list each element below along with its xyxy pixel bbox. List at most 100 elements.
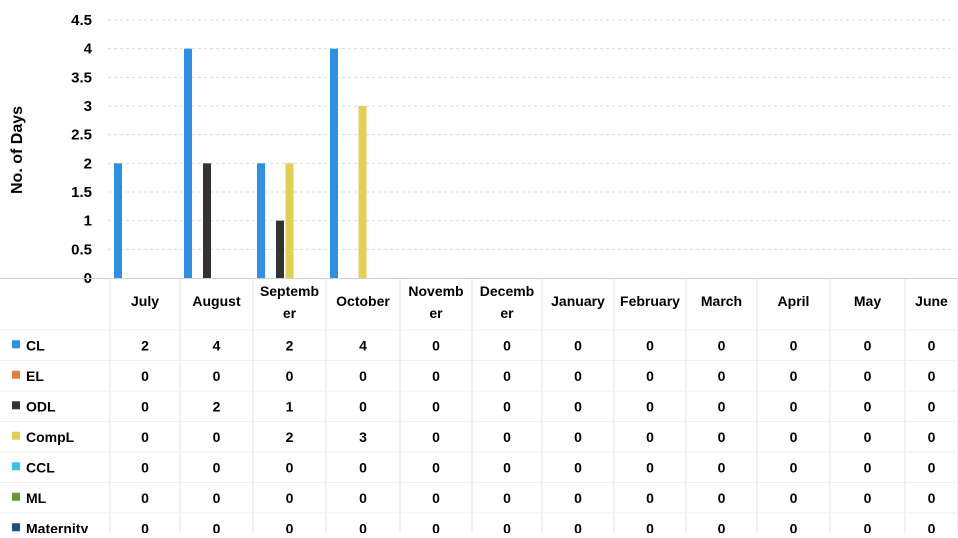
table-cell-value: 0 <box>432 337 440 353</box>
table-cell-value: 2 <box>141 337 149 353</box>
table-cell-value: 0 <box>864 429 872 445</box>
table-cell-value: 3 <box>359 429 367 445</box>
y-axis-title: No. of Days <box>9 106 26 194</box>
legend-swatch-odl <box>12 401 20 410</box>
table-cell-value: 0 <box>574 337 582 353</box>
table-cell-value: 0 <box>790 490 798 506</box>
category-label: Decemb er <box>480 283 534 321</box>
table-cell-value: 0 <box>646 368 654 384</box>
legend-swatch-el <box>12 370 20 379</box>
table-cell-value: 0 <box>503 429 511 445</box>
category-label: October <box>336 293 390 309</box>
legend-label-el: EL <box>26 368 44 384</box>
table-cell-value: 0 <box>718 459 726 475</box>
table-cell-value: 0 <box>503 520 511 533</box>
table-cell-value: 0 <box>574 490 582 506</box>
table-cell-value: 0 <box>359 368 367 384</box>
gridlines <box>108 19 955 250</box>
legend-label-ml: ML <box>26 490 47 506</box>
category-label: February <box>620 293 680 309</box>
table-cell-value: 0 <box>432 429 440 445</box>
table-cell-value: 0 <box>790 398 798 414</box>
table-cell-value: 0 <box>141 520 149 533</box>
bar-cl-august <box>184 48 192 278</box>
bars <box>114 48 367 278</box>
table-cell-value: 0 <box>718 429 726 445</box>
table-cell-value: 0 <box>718 520 726 533</box>
table-cell-value: 0 <box>359 520 367 533</box>
table-cell-value: 0 <box>864 459 872 475</box>
table-cell-value: 0 <box>646 429 654 445</box>
category-label: May <box>854 293 881 309</box>
table-cell-value: 0 <box>503 337 511 353</box>
table-cell-value: 0 <box>574 459 582 475</box>
table-cell-value: 0 <box>359 459 367 475</box>
table-cell-value: 0 <box>864 398 872 414</box>
category-label: Novemb er <box>408 283 463 321</box>
table-cell-value: 0 <box>432 459 440 475</box>
table-cell-value: 0 <box>718 398 726 414</box>
legend-label-cl: CL <box>26 337 45 353</box>
y-tick-label: 2.5 <box>71 127 92 144</box>
table-cell-value: 0 <box>286 520 294 533</box>
table-cell-value: 0 <box>790 429 798 445</box>
table-cell-value: 0 <box>790 459 798 475</box>
y-tick-label: 4 <box>84 41 93 58</box>
legend-swatch-ml <box>12 492 20 501</box>
bar-cl-october <box>330 48 338 278</box>
table-cell-value: 0 <box>790 520 798 533</box>
table-cell-value: 0 <box>928 368 936 384</box>
y-tick-label: 3.5 <box>71 69 92 86</box>
category-label: June <box>915 293 948 309</box>
table-cell-value: 4 <box>359 337 367 353</box>
table-cell-value: 4 <box>213 337 221 353</box>
table-cell-value: 0 <box>432 520 440 533</box>
table-cell-value: 0 <box>432 398 440 414</box>
bar-odl-august <box>203 163 211 278</box>
table-cell-value: 0 <box>574 398 582 414</box>
bar-odl-september <box>276 220 284 278</box>
table-cell-value: 0 <box>574 368 582 384</box>
table-cell-value: 0 <box>790 337 798 353</box>
y-tick-label: 4.5 <box>71 12 92 29</box>
category-label: August <box>192 293 241 309</box>
table-cell-value: 0 <box>503 368 511 384</box>
table-cell-value: 2 <box>213 398 221 414</box>
table-cell-value: 0 <box>864 337 872 353</box>
category-label: January <box>551 293 605 309</box>
table-cell-value: 0 <box>574 520 582 533</box>
table-cell-value: 0 <box>718 490 726 506</box>
legend-swatch-ccl <box>12 462 20 471</box>
table-cell-value: 0 <box>213 520 221 533</box>
table-cell-value: 0 <box>928 337 936 353</box>
y-tick-label: 1.5 <box>71 184 92 201</box>
table-cell-value: 0 <box>286 368 294 384</box>
table-cell-value: 0 <box>359 398 367 414</box>
table-cell-value: 0 <box>286 459 294 475</box>
category-label: July <box>131 293 159 309</box>
legend-label-ccl: CCL <box>26 459 55 475</box>
category-label: April <box>778 293 810 309</box>
table-cell-value: 0 <box>718 368 726 384</box>
data-table: July August Septemb er October Novemb er Decemb… <box>0 278 958 536</box>
table-cell-value: 0 <box>213 368 221 384</box>
table-cell-value: 0 <box>790 368 798 384</box>
bar-compl-october <box>358 106 367 278</box>
table-cell-value: 0 <box>213 490 221 506</box>
table-cell-value: 0 <box>213 429 221 445</box>
y-tick-label: 3 <box>84 98 92 115</box>
bar-cl-september <box>257 163 265 278</box>
table-cell-value: 0 <box>141 398 149 414</box>
table-cell-value: 0 <box>928 429 936 445</box>
table-cell-value: 0 <box>574 429 582 445</box>
category-label: March <box>701 293 742 309</box>
table-cell-value: 0 <box>928 490 936 506</box>
table-cell-value: 0 <box>718 337 726 353</box>
table-cell-value: 0 <box>646 490 654 506</box>
table-cell-value: 1 <box>286 398 294 414</box>
legend-label-odl: ODL <box>26 398 56 414</box>
table-cell-value: 0 <box>141 368 149 384</box>
table-cell-value: 0 <box>864 368 872 384</box>
table-cell-value: 0 <box>359 490 367 506</box>
